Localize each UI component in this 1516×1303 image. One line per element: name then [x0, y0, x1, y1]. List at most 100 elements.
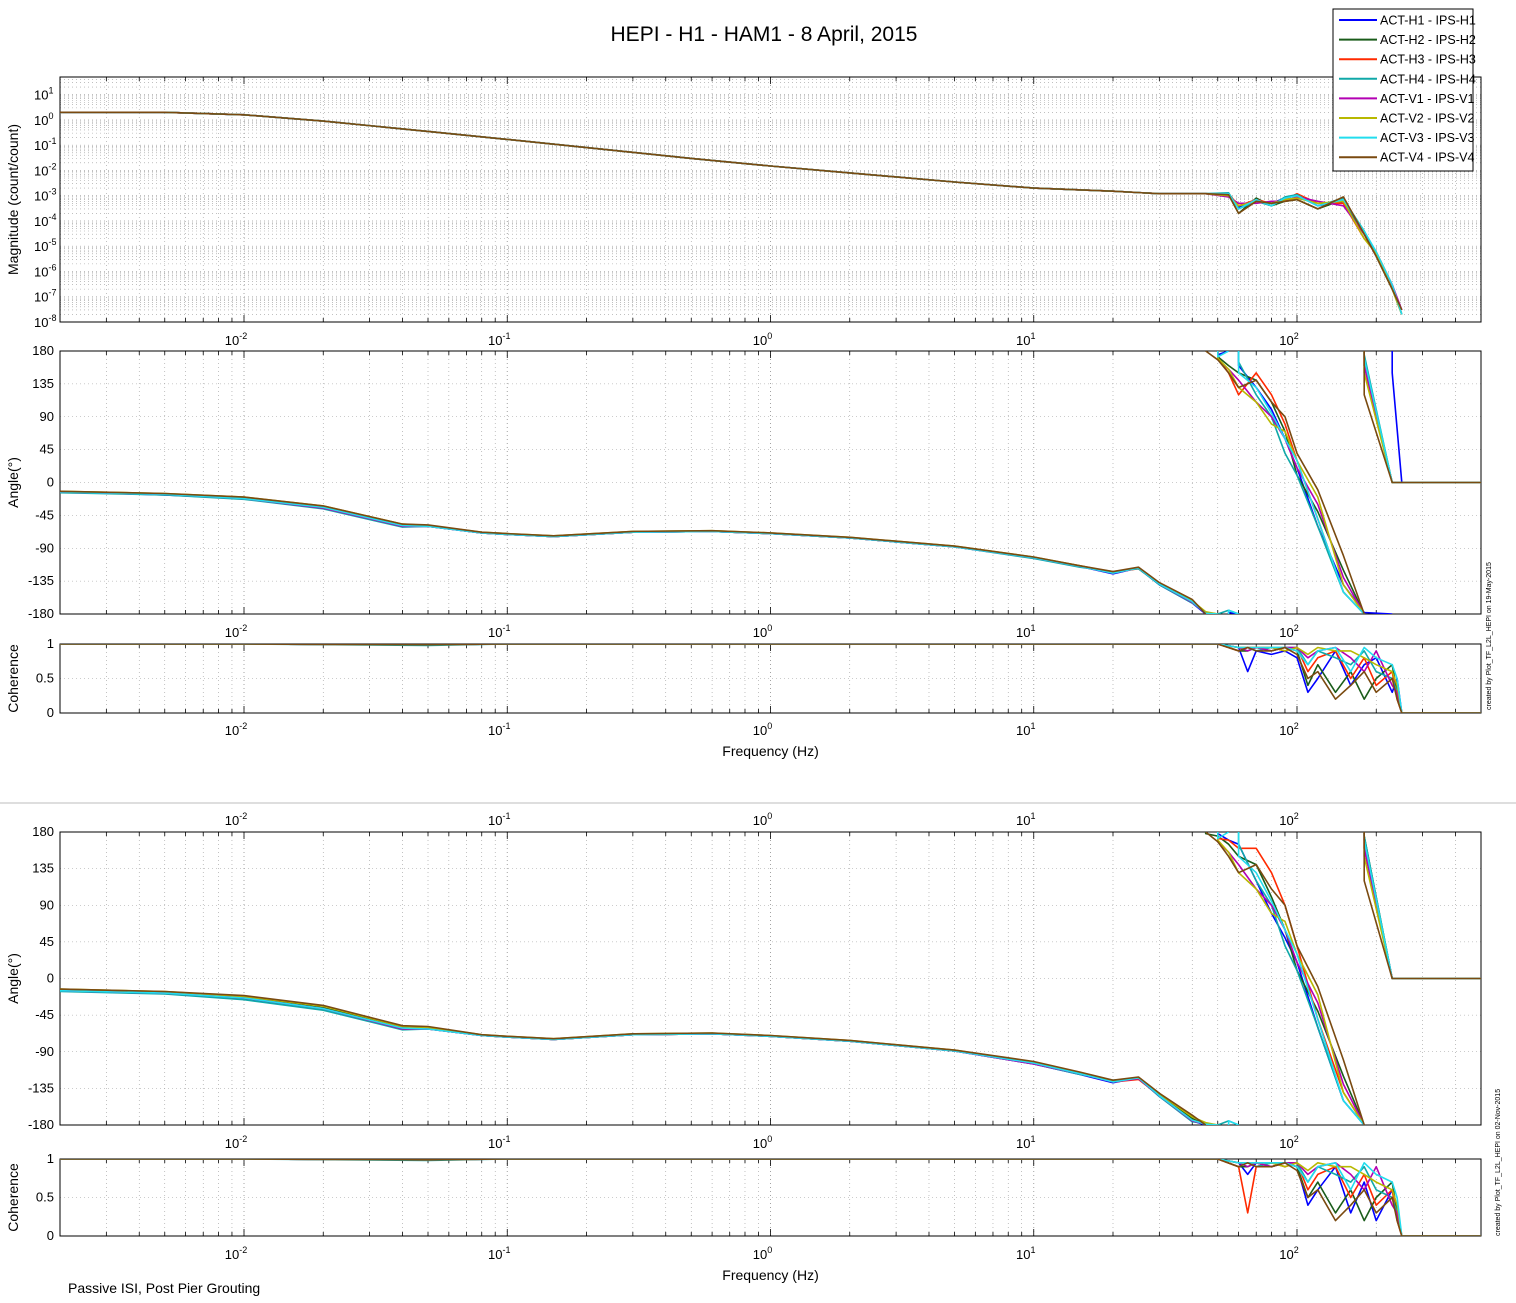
y-tick-label: 10-8 — [34, 313, 56, 330]
plot-area — [60, 1159, 1481, 1236]
y-tick-label: 1 — [47, 636, 54, 651]
x-tick-exp: 2 — [1294, 721, 1299, 731]
x-tick-exp: 1 — [1030, 811, 1035, 821]
series-line-act-v4-ips-v4 — [60, 644, 1481, 713]
x-tick-label: 10-1 — [488, 623, 510, 640]
series-line-act-v4-ips-v4 — [60, 351, 1481, 614]
x-tick-label: 10-1 — [488, 811, 510, 828]
plot-panels: 10-810-710-610-510-410-310-210-1100101Ma… — [5, 76, 1482, 1283]
y-tick-label: 90 — [40, 897, 54, 912]
legend-label: ACT-H1 - IPS-H1 — [1380, 14, 1476, 28]
y-axis-label: Coherence — [5, 644, 21, 713]
series-line-act-v4-ips-v4 — [60, 1159, 1481, 1236]
x-tick-label: 10-2 — [225, 1245, 247, 1262]
x-tick-label: 100 — [753, 811, 772, 828]
x-tick-exp: -1 — [502, 1245, 510, 1255]
y-tick-exp: -7 — [48, 288, 56, 298]
x-tick-exp: -2 — [239, 811, 247, 821]
x-tick-label: 101 — [1016, 811, 1035, 828]
x-tick-label: 102 — [1279, 721, 1298, 738]
x-tick-exp: 1 — [1030, 331, 1035, 341]
legend-label: ACT-V1 - IPS-V1 — [1380, 92, 1475, 106]
y-tick-label: 135 — [32, 376, 54, 391]
plot-frame — [59, 76, 1482, 323]
x-tick-exp: 0 — [767, 623, 772, 633]
y-tick-label: -135 — [28, 573, 54, 588]
x-tick-exp: 0 — [767, 1245, 772, 1255]
y-tick-label: 10-5 — [34, 237, 56, 254]
x-tick-label: 100 — [753, 1134, 772, 1151]
plot-area — [60, 832, 1481, 1125]
x-tick-exp: -1 — [502, 811, 510, 821]
legend-box — [1332, 8, 1474, 172]
x-tick-label: 100 — [753, 721, 772, 738]
x-tick-exp: 2 — [1294, 811, 1299, 821]
panel-top-magnitude: 10-810-710-610-510-410-310-210-1100101Ma… — [5, 76, 1482, 348]
top-credit: created by Plot_TF_L2L_HEPI on 19-May-20… — [1486, 562, 1493, 710]
y-tick-label: 0 — [47, 475, 54, 490]
series-line-act-v4-ips-v4 — [60, 832, 1481, 1125]
legend-label: ACT-H4 - IPS-H4 — [1380, 72, 1476, 86]
x-tick-label: 100 — [753, 331, 772, 348]
x-tick-exp: 1 — [1030, 1134, 1035, 1144]
figure-title: HEPI - H1 - HAM1 - 8 April, 2015 — [611, 23, 918, 46]
y-tick-label: 0.5 — [36, 671, 54, 686]
x-tick-label: 102 — [1279, 811, 1298, 828]
y-tick-label: 135 — [32, 861, 54, 876]
x-tick-exp: 0 — [767, 1134, 772, 1144]
y-tick-exp: -5 — [48, 237, 56, 247]
x-tick-label: 101 — [1016, 623, 1035, 640]
x-tick-label: 10-1 — [488, 721, 510, 738]
x-tick-label: 102 — [1279, 1245, 1298, 1262]
y-tick-label: -90 — [35, 1044, 54, 1059]
y-tick-label: 0 — [47, 1228, 54, 1243]
x-tick-exp: -1 — [502, 623, 510, 633]
x-tick-exp: 0 — [767, 721, 772, 731]
x-tick-exp: -2 — [239, 1245, 247, 1255]
series-group — [60, 644, 1481, 713]
bottom-caption: Passive ISI, Post Pier Grouting — [68, 1280, 260, 1296]
y-tick-exp: -8 — [48, 313, 56, 323]
x-tick-exp: 2 — [1294, 1245, 1299, 1255]
x-tick-exp: -2 — [239, 331, 247, 341]
y-tick-label: 1 — [47, 1151, 54, 1166]
y-tick-exp: -3 — [48, 187, 56, 197]
x-tick-exp: 1 — [1030, 623, 1035, 633]
y-tick-label: 10-7 — [34, 288, 56, 305]
y-tick-label: 10-4 — [34, 212, 56, 229]
x-tick-exp: -2 — [239, 721, 247, 731]
y-axis-label: Angle(°) — [5, 457, 21, 508]
x-tick-exp: 0 — [767, 811, 772, 821]
y-tick-label: 10-6 — [34, 262, 56, 279]
x-tick-label: 102 — [1279, 1134, 1298, 1151]
y-tick-label: 0.5 — [36, 1190, 54, 1205]
x-tick-exp: 2 — [1294, 623, 1299, 633]
series-line-act-v4-ips-v4 — [60, 111, 1403, 311]
y-tick-label: -180 — [28, 606, 54, 621]
x-tick-label: 10-2 — [225, 721, 247, 738]
y-tick-label: 180 — [32, 343, 54, 358]
x-tick-label: 101 — [1016, 331, 1035, 348]
y-tick-label: -90 — [35, 540, 54, 555]
y-tick-exp: -6 — [48, 262, 56, 272]
x-tick-label: 10-2 — [225, 1134, 247, 1151]
y-tick-exp: 0 — [48, 111, 53, 121]
series-line-act-v2-ips-v2 — [60, 1159, 1481, 1236]
x-tick-label: 10-2 — [225, 331, 247, 348]
series-group — [60, 111, 1403, 315]
x-tick-label: 10-1 — [488, 1134, 510, 1151]
x-axis-label: Frequency (Hz) — [722, 1267, 818, 1283]
y-tick-label: 90 — [40, 409, 54, 424]
legend-label: ACT-H2 - IPS-H2 — [1380, 33, 1476, 47]
bottom-credit: created by Plot_TF_L2L_HEPI on 02-Nov-20… — [1495, 1089, 1502, 1236]
x-tick-exp: -2 — [239, 1134, 247, 1144]
x-tick-exp: 1 — [1030, 1245, 1035, 1255]
x-tick-exp: 2 — [1294, 331, 1299, 341]
x-tick-label: 102 — [1279, 623, 1298, 640]
x-tick-label: 102 — [1279, 331, 1298, 348]
x-tick-label: 100 — [753, 623, 772, 640]
